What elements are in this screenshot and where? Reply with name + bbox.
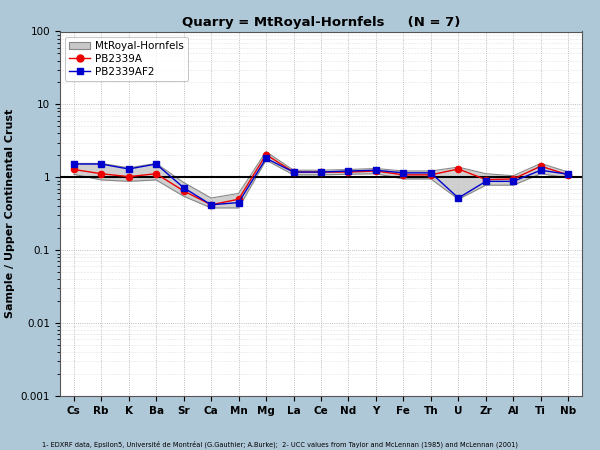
- Title: Quarry = MtRoyal-Hornfels     (N = 7): Quarry = MtRoyal-Hornfels (N = 7): [182, 16, 460, 29]
- Y-axis label: Sample / Upper Continental Crust: Sample / Upper Continental Crust: [5, 109, 15, 319]
- Legend: MtRoyal-Hornfels, PB2339A, PB2339AF2: MtRoyal-Hornfels, PB2339A, PB2339AF2: [65, 37, 188, 81]
- Text: 1- EDXRF data, Epsilon5, Université de Montréal (G.Gauthier; A.Burke);  2- UCC v: 1- EDXRF data, Epsilon5, Université de M…: [42, 440, 518, 448]
